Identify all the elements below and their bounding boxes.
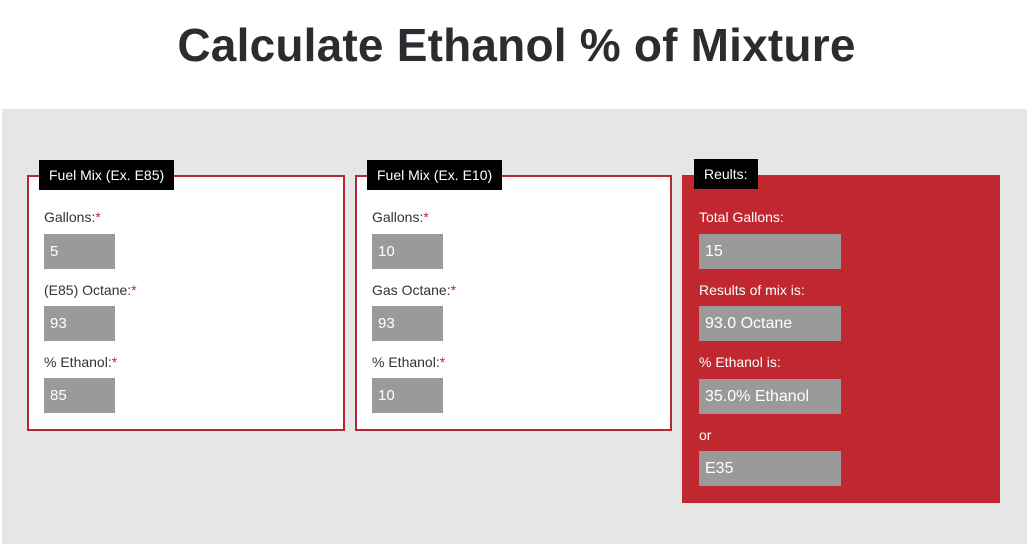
e10-octane-input[interactable]: 93 xyxy=(372,306,443,341)
or-label: or xyxy=(699,427,712,443)
e10-ethanol-input[interactable]: 10 xyxy=(372,378,443,413)
e85-ethanol-label: % Ethanol:* xyxy=(44,354,117,370)
fuel-mix-e10-panel: Fuel Mix (Ex. E10) Gallons:* 10 Gas Octa… xyxy=(355,160,672,431)
e85-ethanol-input[interactable]: 85 xyxy=(44,378,115,413)
required-asterisk: * xyxy=(111,354,118,370)
e10-ethanol-label-text: % Ethanol: xyxy=(372,354,440,370)
fuel-mix-e10-legend: Fuel Mix (Ex. E10) xyxy=(367,160,503,190)
results-legend: Reults: xyxy=(694,159,758,189)
page-title: Calculate Ethanol % of Mixture xyxy=(177,19,856,71)
mix-result-output: 93.0 Octane xyxy=(699,306,841,341)
fuel-mix-e85-panel: Fuel Mix (Ex. E85) Gallons:* 5 (E85) Oct… xyxy=(27,160,345,431)
e85-octane-label-text: (E85) Octane: xyxy=(44,282,132,298)
e85-octane-label: (E85) Octane:* xyxy=(44,282,137,298)
e10-octane-label-text: Gas Octane: xyxy=(372,282,451,298)
e85-octane-input[interactable]: 93 xyxy=(44,306,115,341)
results-panel: Reults: Total Gallons: 15 Results of mix… xyxy=(682,159,1000,503)
e10-ethanol-label: % Ethanol:* xyxy=(372,354,445,370)
e10-gallons-label: Gallons:* xyxy=(372,209,429,225)
e10-gallons-input[interactable]: 10 xyxy=(372,234,443,269)
e85-gallons-label-text: Gallons: xyxy=(44,209,96,225)
e10-gallons-label-text: Gallons: xyxy=(372,209,424,225)
total-gallons-output: 15 xyxy=(699,234,841,269)
fuel-mix-e85-legend: Fuel Mix (Ex. E85) xyxy=(39,160,175,190)
ethanol-result-output: 35.0% Ethanol xyxy=(699,379,841,414)
required-asterisk: * xyxy=(450,282,457,298)
mix-result-label: Results of mix is: xyxy=(699,282,805,298)
required-asterisk: * xyxy=(95,209,101,225)
required-asterisk: * xyxy=(439,354,446,370)
e85-ethanol-label-text: % Ethanol: xyxy=(44,354,112,370)
ethanol-result-label: % Ethanol is: xyxy=(699,354,781,370)
e10-octane-label: Gas Octane:* xyxy=(372,282,456,298)
e-rating-output: E35 xyxy=(699,451,841,486)
e85-gallons-label: Gallons:* xyxy=(44,209,101,225)
total-gallons-label: Total Gallons: xyxy=(699,209,784,225)
required-asterisk: * xyxy=(423,209,429,225)
e85-gallons-input[interactable]: 5 xyxy=(44,234,115,269)
required-asterisk: * xyxy=(131,282,137,298)
